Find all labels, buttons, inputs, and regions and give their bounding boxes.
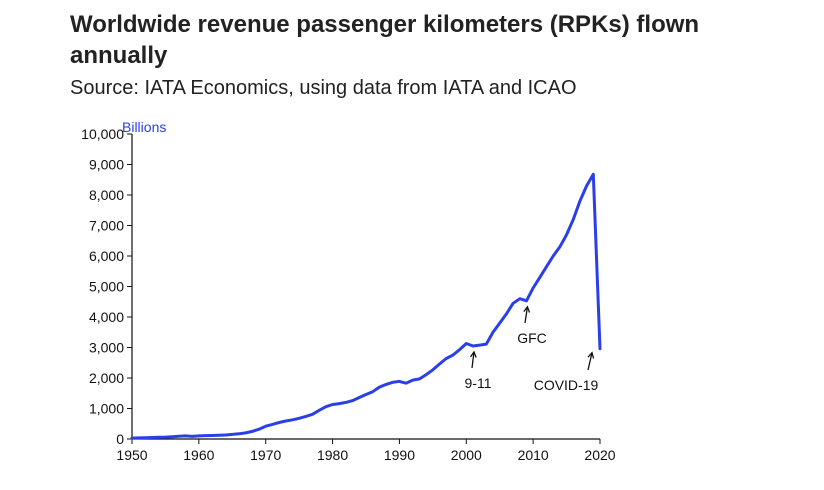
y-tick-label: 7,000: [89, 218, 124, 234]
x-tick-label: 1980: [317, 447, 348, 463]
x-tick-label: 2000: [451, 447, 482, 463]
y-tick-label: 9,000: [89, 157, 124, 173]
y-tick-label: 8,000: [89, 187, 124, 203]
x-tick-label: 2010: [518, 447, 549, 463]
annotation-label: COVID-19: [534, 377, 599, 393]
annotation-arrow-line: [471, 351, 475, 369]
y-tick-label: 0: [116, 431, 124, 447]
annotation-label: GFC: [517, 330, 547, 346]
chart-title: Worldwide revenue passenger kilometers (…: [70, 11, 700, 69]
x-tick-label: 2020: [584, 447, 615, 463]
rpk-series-line: [130, 172, 602, 440]
y-tick-label: 5,000: [89, 279, 124, 295]
annotation-arrow-head: [587, 351, 595, 359]
y-tick-label: 3,000: [89, 340, 124, 356]
annotation-arrow-line: [524, 306, 529, 324]
x-tick-label: 1950: [116, 447, 147, 463]
y-tick-label: 2,000: [89, 370, 124, 386]
x-tick-label: 1960: [183, 447, 214, 463]
annotation-arrow-head: [523, 305, 531, 313]
y-tick-label: 10,000: [81, 126, 124, 142]
y-tick-label: 6,000: [89, 248, 124, 264]
y-unit-label: Billions: [122, 119, 166, 135]
x-tick-label: 1970: [250, 447, 281, 463]
y-tick-label: 1,000: [89, 401, 124, 417]
x-tick-label: 1990: [384, 447, 415, 463]
annotation-arrow-line: [587, 352, 593, 371]
chart-subtitle: Source: IATA Economics, using data from …: [70, 77, 577, 99]
y-tick-label: 4,000: [89, 309, 124, 325]
annotation-label: 9-11: [465, 375, 492, 391]
annotation-arrow-head: [469, 350, 477, 358]
